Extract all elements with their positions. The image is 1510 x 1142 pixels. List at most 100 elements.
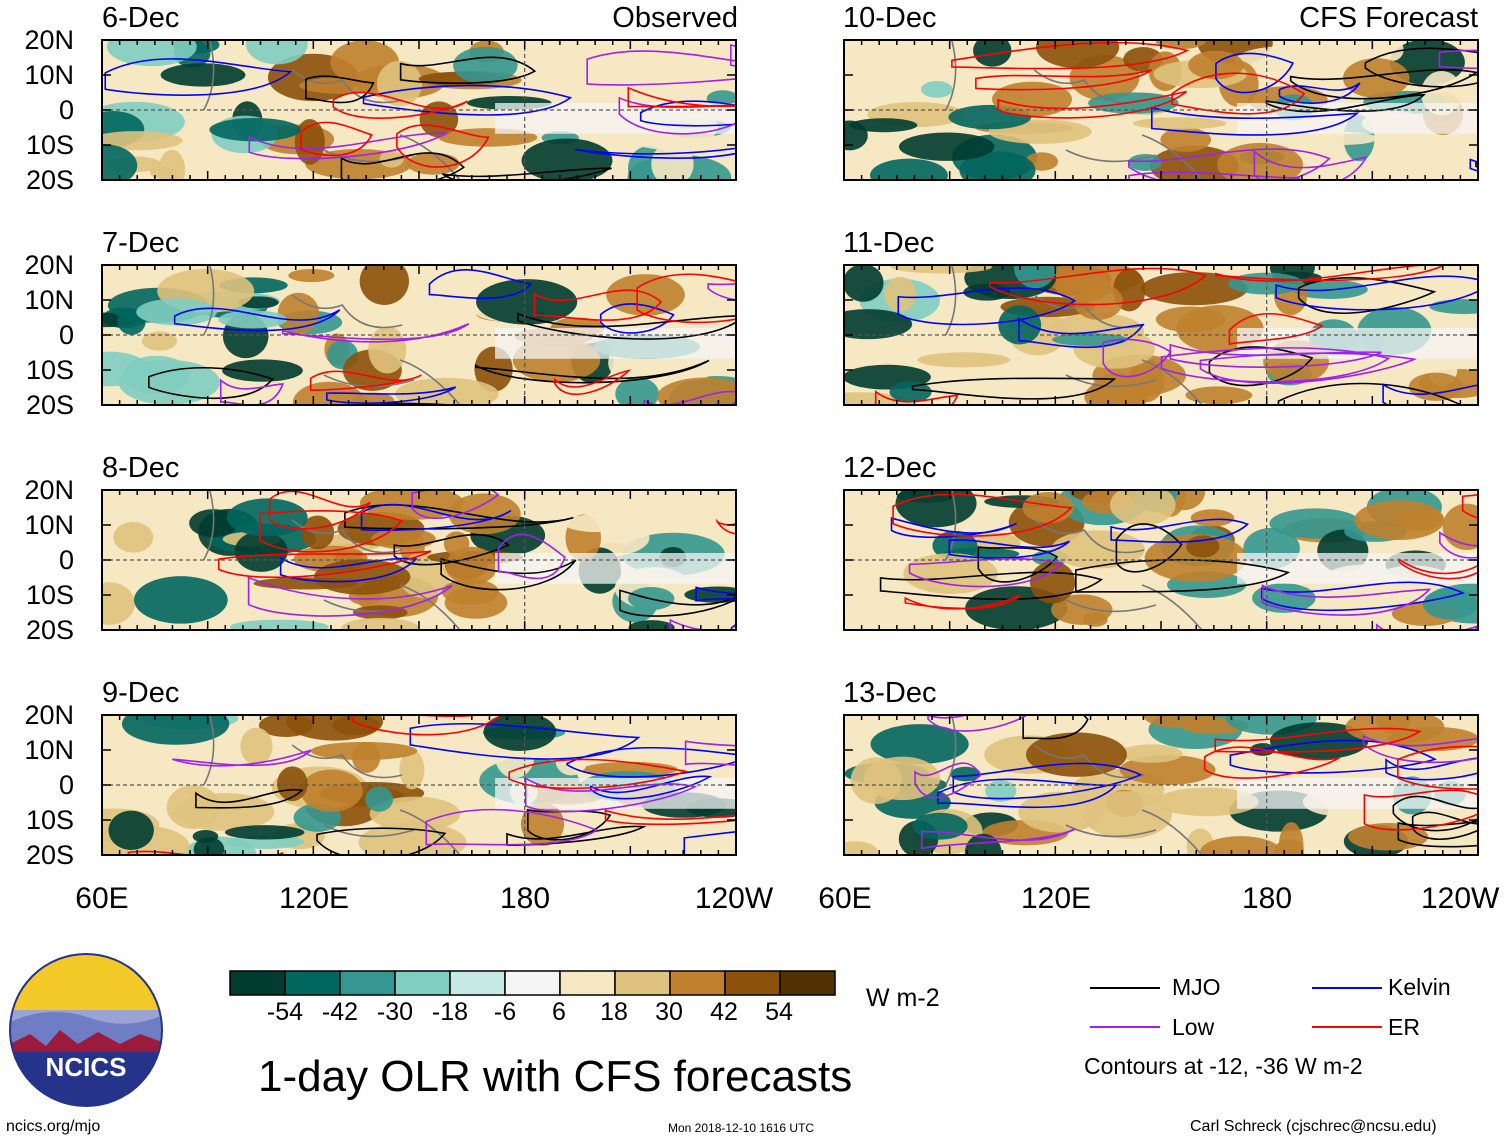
olr-anomaly-blob [310,741,418,761]
contour-kelvin [360,503,512,532]
olr-anomaly-blob [606,274,685,316]
contour-kelvin [574,147,736,159]
observed-label: Observed [612,2,738,34]
lat-label-10s: 10S [25,580,74,610]
contour-mjo [1115,523,1183,573]
contour-mjo [911,377,1117,400]
ncics-logo [10,954,162,1106]
contour-low [1261,584,1432,616]
colorbar-label: -54 [266,998,304,1026]
contour-mjo [148,366,274,400]
olr-anomaly-blob [1423,588,1478,620]
olr-anomaly-blob [898,132,995,161]
legend-label-er: ER [1388,1014,1420,1040]
olr-anomaly-blob [158,149,186,180]
olr-anomaly-blob [1051,530,1145,569]
neutral-anomaly-band [1237,553,1478,584]
olr-anomaly-blob [141,331,178,351]
legend-label-kelvin: Kelvin [1388,974,1451,1000]
olr-anomaly-blob [959,151,1036,180]
contour-kelvin [173,307,341,332]
contour-mjo [399,56,537,84]
olr-anomaly-blob [134,576,228,624]
contour-low [425,808,599,846]
olr-anomaly-blob [444,586,508,619]
contour-er [604,809,736,826]
olr-anomaly-blob [1109,490,1176,526]
contour-kelvin [639,100,736,127]
olr-anomaly-blob [218,310,287,329]
contour-kelvin [1151,106,1360,136]
neutral-anomaly-band [495,328,736,359]
colorbar-label: 30 [655,998,683,1026]
colorbar-swatch [669,970,726,996]
colorbar-label: -30 [376,998,414,1026]
contour-kelvin [952,762,1143,800]
contour-kelvin [409,722,641,760]
olr-anomaly-blob [222,359,303,382]
contour-mjo [344,504,574,530]
contour-low [172,749,312,767]
olr-anomaly-blob [863,756,941,801]
colorbar-label: 54 [765,998,793,1026]
legend-label-low: Low [1172,1014,1215,1040]
contour-mjo [1411,811,1478,840]
neutral-anomaly-band [1237,778,1478,809]
contour-kelvin [590,775,713,800]
colorbar-swatch [779,970,836,996]
contour-kelvin [730,623,736,630]
contour-low [908,557,1064,588]
coastline [203,715,461,855]
colorbar-swatch [229,970,286,996]
olr-anomaly-blob [277,766,308,802]
colorbar-swatch [339,970,396,996]
contour-low [247,576,453,617]
contour-er [300,121,373,157]
contour-er [309,370,422,392]
contour-er [1203,746,1341,779]
coastline [945,40,1203,180]
olr-anomaly-blob [341,617,419,630]
colorbar-swatch [284,970,341,996]
coastline [945,715,1203,855]
lat-label-20s: 20S [25,390,74,420]
lat-label-20s: 20S [25,615,74,645]
colorbar-swatch [614,970,671,996]
contour-mjo [977,546,1059,583]
lat-label-20s: 20S [25,840,74,870]
olr-anomaly-field [102,265,736,405]
colorbar-label: -42 [321,998,359,1026]
olr-anomaly-blob [1228,272,1304,295]
olr-anomaly-blob [1278,822,1304,855]
contour-mjo [316,827,447,855]
olr-anomaly-blob [1128,153,1162,171]
contour-low [1169,343,1382,368]
olr-anomaly-blob [121,715,230,745]
lon-label-120e: 120E [278,882,350,915]
colorbar-label: 18 [600,998,628,1026]
lat-label-10s: 10S [25,355,74,385]
contour-mjo [516,312,736,340]
contour-low [1128,148,1331,180]
contour-mjo [1075,559,1291,593]
olr-anomaly-blob [651,142,694,180]
contour-mjo [474,359,710,384]
olr-anomaly-blob [1429,299,1478,315]
contour-low [643,390,736,405]
olr-anomaly-blob [1022,491,1074,524]
olr-anomaly-blob [365,786,394,812]
olr-anomaly-blob [313,559,411,595]
olr-anomaly-field [844,715,1478,855]
contour-mjo [1297,277,1437,314]
contour-er [636,273,736,324]
contour-er [268,490,371,530]
contour-low [219,378,285,405]
contour-mjo [1397,820,1478,848]
lon-label-120w: 120W [694,882,774,915]
panel-date-forecast-4: 13-Dec [843,677,937,709]
contour-kelvin [1018,317,1145,349]
website-link[interactable]: ncics.org/mjo [6,1118,101,1135]
contour-er [989,267,1208,306]
olr-anomaly-blob [136,298,217,326]
olr-anomaly-blob [102,582,135,625]
